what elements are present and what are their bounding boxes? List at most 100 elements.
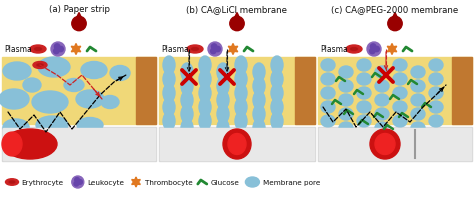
- Circle shape: [370, 45, 376, 50]
- Text: (b) CA@LiCl membrane: (b) CA@LiCl membrane: [186, 5, 288, 14]
- Ellipse shape: [81, 62, 107, 79]
- Circle shape: [215, 47, 220, 52]
- Circle shape: [374, 47, 379, 52]
- Circle shape: [58, 47, 64, 52]
- Ellipse shape: [357, 115, 371, 127]
- Ellipse shape: [2, 132, 22, 156]
- Ellipse shape: [199, 71, 211, 89]
- Polygon shape: [132, 177, 140, 187]
- Polygon shape: [387, 44, 397, 55]
- Ellipse shape: [199, 57, 211, 75]
- Circle shape: [367, 43, 381, 57]
- Circle shape: [208, 43, 222, 57]
- Ellipse shape: [253, 119, 265, 137]
- Text: Leukocyte: Leukocyte: [87, 179, 124, 185]
- Circle shape: [78, 180, 82, 184]
- Ellipse shape: [217, 105, 229, 123]
- Ellipse shape: [253, 64, 265, 82]
- Ellipse shape: [163, 57, 175, 75]
- Ellipse shape: [33, 62, 47, 69]
- Text: Membrane pore: Membrane pore: [264, 179, 321, 185]
- Text: Plasma: Plasma: [320, 45, 348, 54]
- Ellipse shape: [393, 60, 407, 72]
- Polygon shape: [228, 44, 238, 55]
- Circle shape: [51, 43, 65, 57]
- Ellipse shape: [217, 64, 229, 82]
- Bar: [159, 127, 315, 161]
- Ellipse shape: [181, 78, 193, 96]
- Ellipse shape: [271, 57, 283, 75]
- Polygon shape: [71, 44, 81, 55]
- Ellipse shape: [375, 67, 389, 79]
- Ellipse shape: [181, 119, 193, 137]
- Ellipse shape: [375, 95, 389, 106]
- Ellipse shape: [35, 48, 42, 51]
- Ellipse shape: [375, 108, 389, 120]
- Ellipse shape: [3, 119, 29, 135]
- Ellipse shape: [411, 108, 425, 120]
- Ellipse shape: [163, 71, 175, 89]
- Ellipse shape: [253, 105, 265, 123]
- Polygon shape: [232, 13, 242, 24]
- Ellipse shape: [228, 134, 246, 155]
- Ellipse shape: [346, 46, 362, 54]
- Ellipse shape: [429, 88, 443, 100]
- Text: (a) Paper strip: (a) Paper strip: [48, 5, 109, 14]
- Circle shape: [230, 17, 244, 32]
- Text: Thrombocyte: Thrombocyte: [145, 179, 193, 185]
- Circle shape: [211, 45, 217, 50]
- Ellipse shape: [370, 129, 400, 159]
- Ellipse shape: [76, 91, 104, 108]
- Ellipse shape: [77, 118, 103, 133]
- Ellipse shape: [181, 92, 193, 109]
- Ellipse shape: [253, 92, 265, 109]
- Ellipse shape: [271, 112, 283, 130]
- Ellipse shape: [429, 74, 443, 86]
- Ellipse shape: [191, 48, 199, 51]
- Ellipse shape: [271, 71, 283, 89]
- Bar: [319, 128, 471, 160]
- Bar: [3, 128, 155, 160]
- Ellipse shape: [235, 71, 247, 89]
- Bar: [452, 58, 472, 124]
- Ellipse shape: [246, 177, 259, 187]
- Text: Plasma: Plasma: [4, 45, 32, 54]
- Bar: [318, 58, 472, 124]
- Bar: [136, 58, 156, 124]
- Ellipse shape: [3, 63, 31, 81]
- Ellipse shape: [339, 122, 353, 134]
- Circle shape: [370, 49, 375, 54]
- Ellipse shape: [339, 67, 353, 79]
- Polygon shape: [390, 13, 400, 24]
- Ellipse shape: [0, 90, 29, 109]
- Text: Plasma: Plasma: [161, 45, 189, 54]
- Ellipse shape: [375, 81, 389, 93]
- Ellipse shape: [235, 99, 247, 116]
- Ellipse shape: [429, 115, 443, 127]
- Bar: [318, 127, 472, 161]
- Ellipse shape: [6, 179, 18, 185]
- Text: (c) CA@PEG-2000 membrane: (c) CA@PEG-2000 membrane: [331, 5, 459, 14]
- Ellipse shape: [3, 129, 57, 159]
- Ellipse shape: [411, 67, 425, 79]
- Ellipse shape: [393, 74, 407, 86]
- Ellipse shape: [357, 74, 371, 86]
- Ellipse shape: [235, 112, 247, 130]
- Circle shape: [72, 17, 86, 32]
- Ellipse shape: [217, 119, 229, 137]
- Ellipse shape: [411, 122, 425, 134]
- Ellipse shape: [339, 81, 353, 93]
- Ellipse shape: [187, 46, 203, 54]
- Ellipse shape: [32, 92, 68, 113]
- Polygon shape: [74, 13, 84, 24]
- Ellipse shape: [64, 79, 84, 92]
- Ellipse shape: [411, 95, 425, 106]
- Ellipse shape: [429, 101, 443, 113]
- Bar: [160, 128, 314, 160]
- Ellipse shape: [339, 108, 353, 120]
- Ellipse shape: [217, 78, 229, 96]
- Ellipse shape: [36, 116, 68, 134]
- Ellipse shape: [110, 66, 130, 81]
- Bar: [295, 58, 315, 124]
- Ellipse shape: [357, 60, 371, 72]
